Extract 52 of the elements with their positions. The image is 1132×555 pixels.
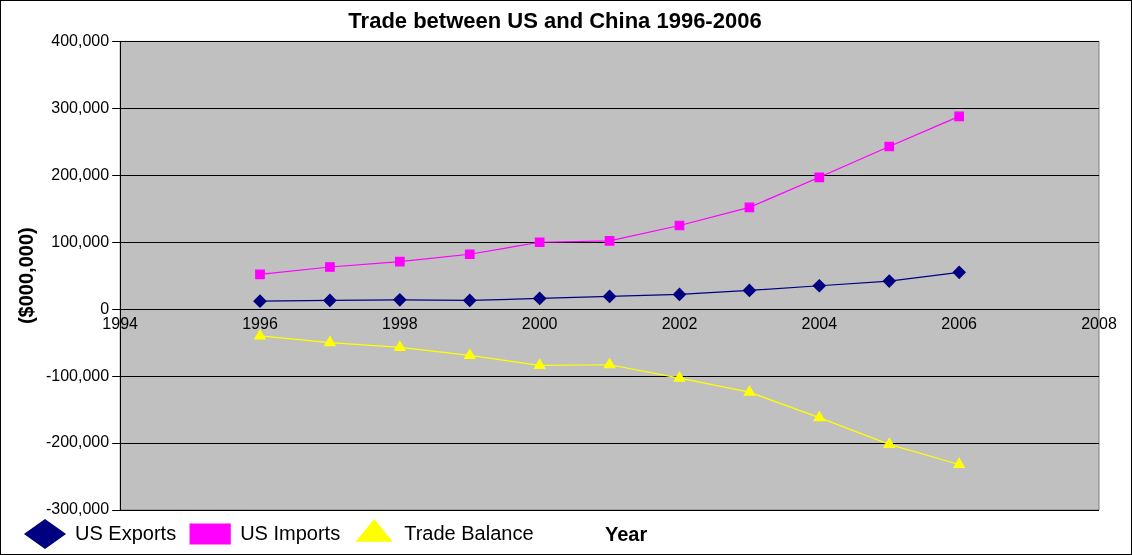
point (743, 385, 756, 396)
point (323, 293, 337, 308)
y-tick-label: -200,000 (45, 433, 110, 451)
y-tick-label: 0 (100, 299, 110, 317)
point (463, 348, 476, 359)
point (533, 291, 547, 306)
x-tick-label: 2008 (1081, 315, 1117, 333)
point (533, 358, 546, 369)
legend-label: US Exports (75, 521, 177, 544)
point (325, 262, 335, 272)
point (812, 279, 826, 293)
point (603, 358, 616, 369)
y-tick-label: 300,000 (51, 98, 110, 116)
legend-label: US Imports (240, 521, 341, 544)
point (394, 340, 406, 351)
point (324, 336, 336, 347)
point (463, 293, 477, 308)
y-axis-title: ($000,000) (14, 227, 37, 325)
point (255, 269, 265, 280)
legend-label: Trade Balance (404, 521, 534, 544)
point (394, 256, 405, 267)
point (813, 411, 826, 422)
point (672, 287, 687, 302)
point (882, 274, 896, 288)
y-tick-label: -300,000 (45, 500, 110, 518)
point (883, 437, 896, 448)
point (604, 236, 615, 246)
point (953, 457, 965, 469)
point (952, 265, 966, 279)
point (673, 371, 686, 382)
x-tick-label: 1998 (382, 315, 418, 333)
x-tick-label: 2000 (521, 315, 558, 333)
point (254, 329, 266, 340)
point (602, 289, 617, 304)
y-tick-label: -100,000 (45, 366, 110, 384)
x-axis-title: Year (605, 523, 648, 546)
point (814, 172, 825, 183)
y-tick-label: 100,000 (51, 232, 110, 250)
y-tick-label: 400,000 (51, 31, 110, 49)
x-tick-label: 2004 (801, 315, 838, 333)
point (884, 141, 895, 152)
point (742, 283, 757, 298)
x-tick-label: 1996 (242, 315, 278, 333)
x-tick-label: 2002 (661, 315, 698, 333)
point (954, 111, 965, 122)
point (253, 294, 267, 308)
point (393, 293, 407, 307)
x-tick-label: 2006 (941, 315, 978, 333)
point (464, 249, 475, 260)
y-tick-label: 200,000 (51, 165, 110, 183)
point (534, 237, 545, 248)
chart-title: Trade between US and China 1996-2006 (348, 8, 762, 34)
